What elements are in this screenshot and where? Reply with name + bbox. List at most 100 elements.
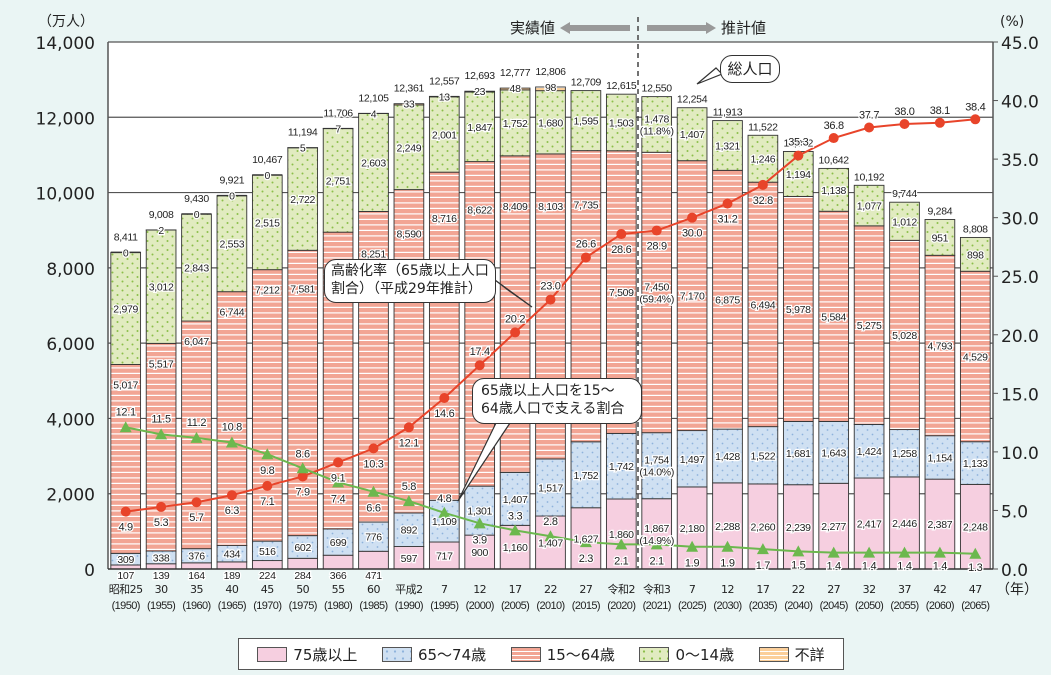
segment-value-label: 516	[259, 546, 276, 558]
segment-value-label: 2,722	[290, 194, 315, 206]
support-ratio-label: 6.6	[366, 503, 381, 515]
segment-value-label: 366	[330, 570, 347, 582]
right-tick-label: 30.0	[1001, 210, 1039, 230]
segment-value-label: 6,744	[220, 307, 245, 319]
segment-value-label: 5,584	[821, 311, 846, 323]
segment-value-label: 776	[365, 532, 382, 544]
total-callout-tail	[696, 67, 724, 85]
total-value-label: 10,642	[819, 154, 850, 166]
segment-value-label: 0	[194, 209, 200, 221]
aging-rate-callout: 高齢化率（65歳以上人口 割合）（平成29年推計）	[324, 259, 496, 303]
segment-value-label: 2,515	[255, 217, 280, 229]
right-tick-label: 15.0	[1001, 385, 1039, 405]
right-axis-unit: (%)	[1000, 14, 1024, 30]
x-era-label: 35	[190, 583, 203, 596]
total-value-label: 10,192	[854, 171, 885, 183]
total-value-label: 11,706	[323, 107, 353, 119]
aging-rate-label: 26.6	[576, 238, 596, 250]
support-ratio-label: 1.4	[933, 561, 948, 573]
legend: 75歳以上 65～74歳 15～64歳 0～14歳 不詳	[238, 638, 844, 670]
x-era-label: 42	[933, 583, 946, 596]
x-year-label: (2000)	[466, 600, 494, 612]
segment-value-label: 1,321	[715, 140, 740, 152]
segment-value-label: 1,752	[503, 118, 528, 130]
segment-value-label: 602	[294, 542, 311, 554]
support-ratio-point	[332, 476, 345, 488]
x-year-label: (2010)	[536, 600, 564, 612]
segment-value-label: 1,752	[574, 470, 599, 482]
population-chart: 14,000 12,000 10,000 8,000 6,000 4,000 2,000 0 4…	[36, 14, 1039, 612]
aging-rate-label: 10.3	[363, 458, 383, 470]
aging-rate-label: 7.9	[295, 486, 310, 498]
right-tick-label: 40.0	[1001, 93, 1039, 113]
bar-segment-65-74	[641, 432, 673, 500]
aging-rate-point	[368, 443, 379, 454]
legend-item-0-14: 0～14歳	[639, 644, 734, 665]
support-ratio-label: 1.9	[720, 558, 735, 570]
aging-callout-line1: 高齢化率（65歳以上人口	[331, 263, 489, 279]
total-value-label: 12,550	[642, 83, 673, 95]
support-ratio-label: 3.3	[508, 510, 523, 522]
bar-segment-65-74	[535, 458, 566, 517]
segment-value-label: 951	[932, 232, 949, 244]
right-tick-label: 10.0	[1001, 444, 1039, 464]
bar-segment-15-64	[393, 189, 425, 514]
aging-rate-point	[899, 118, 910, 129]
legend-label: 不詳	[794, 645, 825, 664]
support-ratio-label: 1.3	[968, 562, 983, 574]
aging-rate-label: 17.4	[470, 346, 490, 358]
total-value-label: 8,411	[114, 231, 138, 243]
aging-rate-label: 6.3	[225, 505, 240, 517]
segment-value-label: 2,979	[113, 303, 138, 315]
right-tick-label: 25.0	[1001, 268, 1039, 288]
left-tick-label: 0	[84, 561, 95, 581]
x-year-label: (2035)	[749, 600, 777, 612]
support-ratio-point	[402, 495, 415, 507]
left-tick-label: 2,000	[46, 486, 95, 506]
support-ratio-point	[261, 448, 274, 460]
segment-value-label: 1,867	[644, 523, 669, 535]
aging-callout-line2: 割合）（平成29年推計）	[331, 280, 482, 297]
bar-segment-75-plus	[605, 498, 637, 570]
bar-segment-0-14	[712, 120, 743, 171]
segment-value-label: 4,529	[963, 351, 988, 363]
segment-value-label: 2,249	[397, 142, 422, 154]
segment-value-label: 23	[474, 86, 486, 98]
segment-value-label: 2,248	[963, 522, 988, 534]
left-tick-label: 12,000	[36, 109, 95, 129]
segment-value-label: 6,875	[715, 295, 740, 307]
x-era-label: 22	[544, 583, 557, 596]
segment-value-label: 224	[259, 570, 276, 582]
right-arrow-icon	[647, 22, 716, 34]
support-ratio-point	[686, 540, 699, 552]
x-year-label: (1955)	[147, 600, 175, 612]
legend-item-unknown: 不詳	[758, 644, 825, 665]
bar-segment-75-plus	[641, 498, 673, 570]
bar-segment-15-64	[145, 342, 177, 552]
bar-segment-15-64	[818, 210, 850, 422]
segment-value-label: 8,251	[361, 248, 386, 260]
support-ratio-point	[155, 428, 168, 440]
segment-value-label: 5,028	[892, 330, 917, 342]
x-era-label: 令和2	[608, 582, 636, 596]
legend-label: 65～74歳	[417, 645, 487, 664]
x-era-label: 17	[509, 583, 522, 596]
segment-value-label: 1,428	[715, 451, 740, 463]
support-ratio-label: 9.8	[260, 465, 275, 477]
x-year-label: (1960)	[182, 600, 210, 612]
aging-rate-point	[120, 506, 131, 517]
left-tick-label: 8,000	[46, 260, 95, 280]
segment-value-label: 1,517	[538, 482, 563, 494]
segment-value-label: 107	[117, 570, 134, 582]
aging-rate-label: 31.2	[717, 214, 737, 226]
bar-segment-0-14	[782, 151, 814, 197]
bar-segment-0-14	[570, 90, 602, 152]
segment-value-label: 1,154	[928, 452, 953, 464]
bar-segment-0-14	[605, 93, 637, 152]
segment-value-label: 2,288	[715, 521, 740, 533]
aging-rate-label: 12.1	[399, 437, 419, 449]
support-callout-line2: 64歳人口で支える割合	[481, 400, 625, 417]
aging-rate-point	[934, 117, 945, 128]
aging-rate-label: 9.1	[331, 472, 346, 484]
x-era-label: 7	[441, 583, 448, 596]
